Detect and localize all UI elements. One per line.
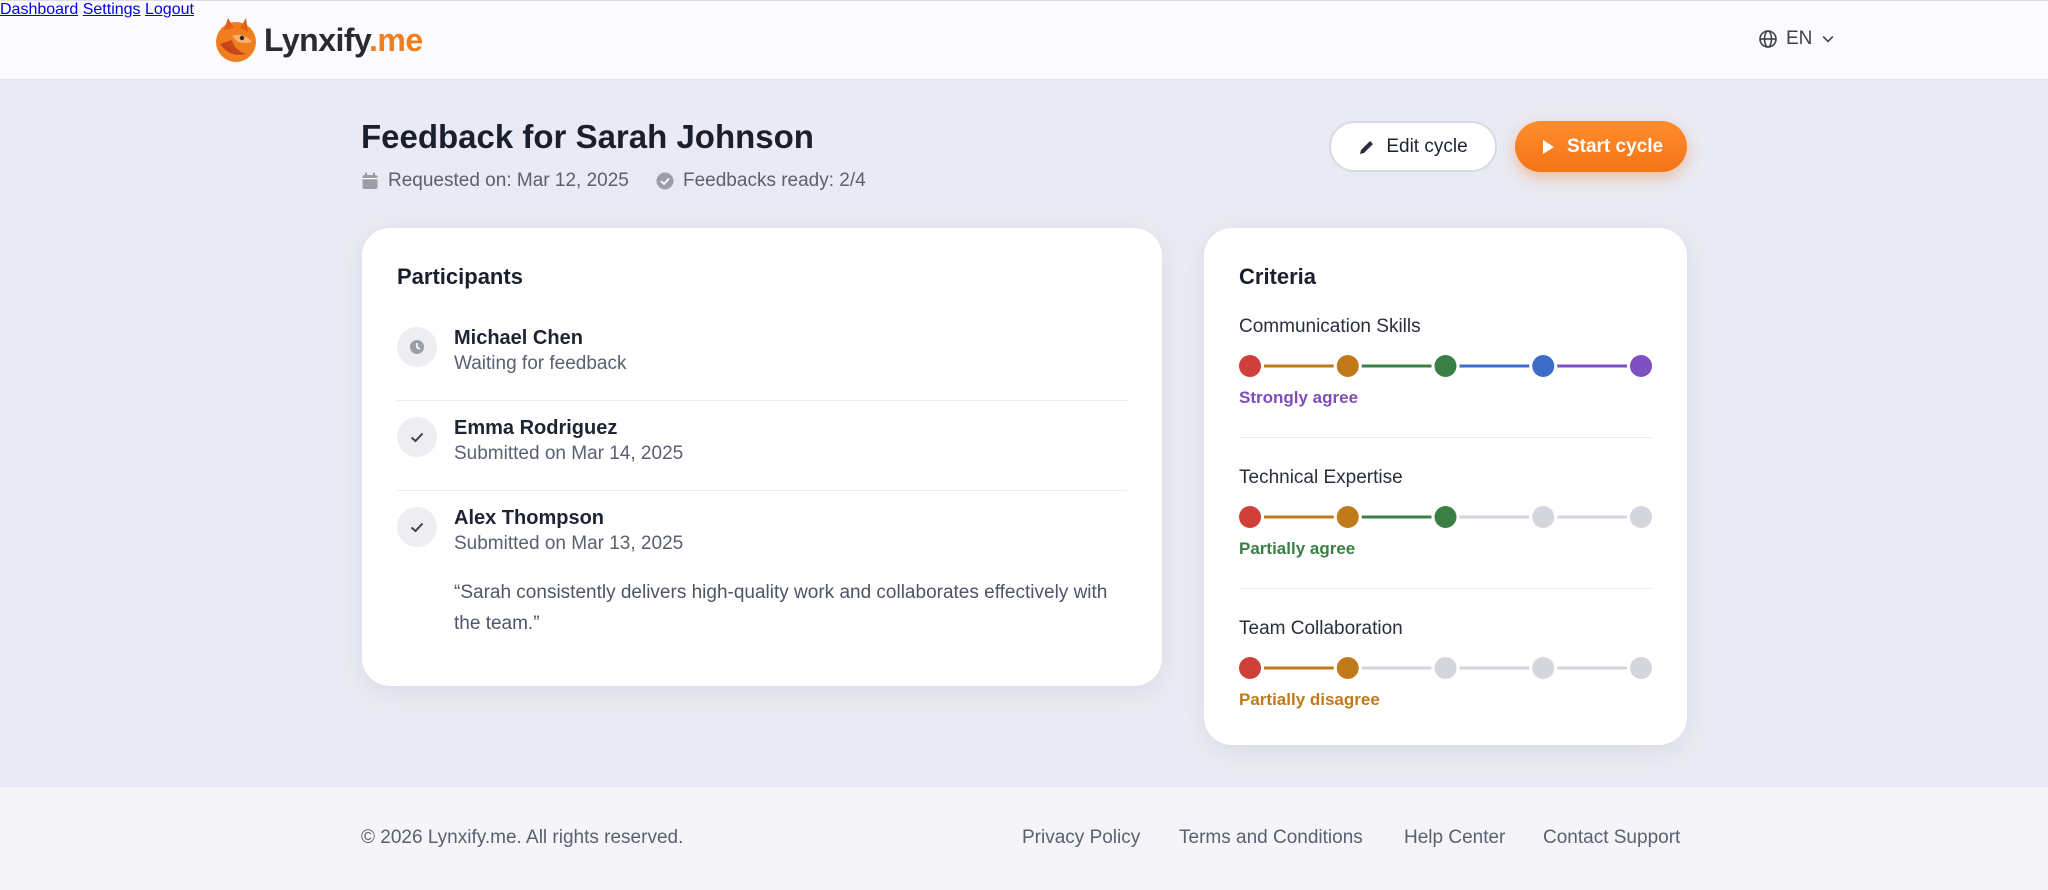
criterion: Communication Skills Strongly agree (1239, 316, 1652, 438)
nav-logout[interactable]: Logout (145, 1, 194, 18)
language-label: EN (1786, 28, 1813, 49)
rating-dot-1[interactable] (1239, 506, 1261, 528)
check-icon (410, 432, 424, 443)
edit-cycle-button[interactable]: Edit cycle (1329, 121, 1497, 172)
globe-icon (1759, 30, 1777, 48)
copyright: © 2026 Lynxify.me. All rights reserved. (361, 827, 684, 848)
criteria-card: Criteria Communication Skills Strongly a… (1204, 228, 1687, 745)
requested-on: Requested on: Mar 12, 2025 (361, 170, 629, 192)
rating-dot-5[interactable] (1630, 355, 1652, 377)
play-icon (1542, 139, 1554, 154)
logo[interactable]: Lynxify.me (210, 14, 423, 66)
calendar-icon (362, 172, 378, 189)
rating-dot-4[interactable] (1532, 355, 1555, 377)
participant-row: Alex Thompson Submitted on Mar 13, 2025 … (397, 507, 1127, 647)
requested-on-text: Requested on: Mar 12, 2025 (388, 170, 629, 191)
top-navigation-bar: Lynxify.me Dashboard Settings Logout EN (0, 0, 2048, 80)
criteria-title: Criteria (1239, 264, 1317, 289)
participant-status-icon (397, 327, 437, 367)
criterion-name: Team Collaboration (1239, 618, 1403, 639)
rating-scale[interactable] (1239, 656, 1652, 680)
nav-settings[interactable]: Settings (82, 1, 141, 18)
footer-link-privacy[interactable]: Privacy Policy (1022, 827, 1141, 848)
footer-link-help[interactable]: Help Center (1404, 827, 1506, 848)
edit-cycle-label: Edit cycle (1386, 135, 1468, 157)
footer: © 2026 Lynxify.me. All rights reserved. … (0, 786, 2048, 890)
main-nav: Dashboard Settings Logout (0, 1, 2048, 19)
criterion: Technical Expertise Partially agree (1239, 467, 1652, 589)
rating-dot-4[interactable] (1532, 657, 1555, 679)
criterion: Team Collaboration Partially disagree (1239, 618, 1652, 718)
rating-scale[interactable] (1239, 354, 1652, 378)
participant-name: Michael Chen (454, 327, 583, 349)
logo-text: Lynxify.me (264, 21, 423, 58)
chevron-down-icon (1823, 36, 1834, 43)
rating-dot-3[interactable] (1434, 355, 1457, 377)
criterion-name: Technical Expertise (1239, 467, 1403, 488)
feedbacks-ready-text: Feedbacks ready: 2/4 (683, 170, 866, 191)
footer-link-support[interactable]: Contact Support (1543, 827, 1681, 848)
rating-dot-4[interactable] (1532, 506, 1555, 528)
participant-row: Michael Chen Waiting for feedback (397, 327, 1127, 401)
rating-dot-2[interactable] (1336, 355, 1359, 377)
rating-dot-3[interactable] (1434, 657, 1457, 679)
clock-icon (410, 340, 424, 354)
criterion-rating-label: Partially disagree (1239, 690, 1380, 709)
check-circle-icon (656, 172, 674, 190)
participant-status: Submitted on Mar 13, 2025 (454, 533, 684, 554)
participant-status-icon (397, 507, 437, 547)
lynx-logo-icon (216, 18, 256, 62)
participant-quote: “Sarah consistently delivers high-qualit… (454, 582, 1108, 634)
participant-status: Waiting for feedback (454, 353, 627, 374)
rating-dot-1[interactable] (1239, 657, 1261, 679)
criterion-rating-label: Strongly agree (1239, 388, 1359, 407)
rating-dot-2[interactable] (1336, 657, 1359, 679)
footer-link-terms[interactable]: Terms and Conditions (1179, 827, 1363, 848)
participant-row: Emma Rodriguez Submitted on Mar 14, 2025 (397, 417, 1127, 491)
participant-name: Alex Thompson (454, 507, 605, 529)
start-cycle-button[interactable]: Start cycle (1515, 121, 1687, 172)
page-title: Feedback for Sarah Johnson (361, 118, 814, 155)
pencil-icon (1360, 140, 1374, 154)
check-icon (410, 522, 424, 533)
rating-scale[interactable] (1239, 505, 1652, 529)
start-cycle-label: Start cycle (1566, 135, 1664, 157)
rating-dot-2[interactable] (1336, 506, 1359, 528)
criterion-name: Communication Skills (1239, 316, 1421, 337)
rating-dot-3[interactable] (1434, 506, 1457, 528)
participant-status-icon (397, 417, 437, 457)
language-selector[interactable]: EN (1758, 28, 1836, 50)
rating-dot-5[interactable] (1630, 657, 1652, 679)
participants-title: Participants (397, 264, 523, 289)
criterion-rating-label: Partially agree (1239, 539, 1356, 558)
feedbacks-ready: Feedbacks ready: 2/4 (656, 170, 866, 192)
nav-dashboard[interactable]: Dashboard (0, 1, 79, 18)
rating-dot-5[interactable] (1630, 506, 1652, 528)
participant-name: Emma Rodriguez (454, 417, 618, 439)
participant-status: Submitted on Mar 14, 2025 (454, 443, 684, 464)
rating-dot-1[interactable] (1239, 355, 1261, 377)
participants-card: Participants Michael Chen Waiting for fe… (362, 228, 1162, 686)
